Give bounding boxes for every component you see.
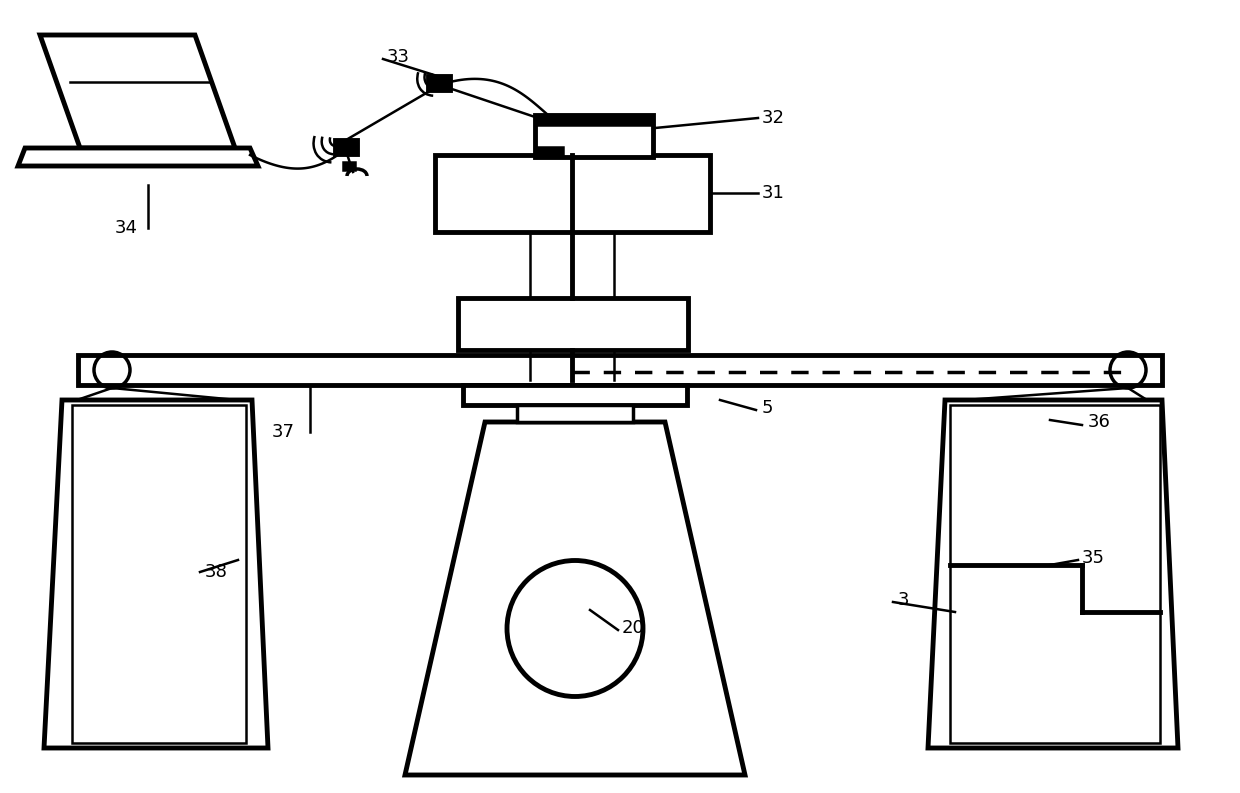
Bar xyxy=(534,115,653,125)
Bar xyxy=(950,405,1159,743)
Polygon shape xyxy=(19,148,258,166)
Bar xyxy=(428,76,450,90)
Polygon shape xyxy=(43,400,268,748)
Bar xyxy=(534,147,563,157)
Bar xyxy=(343,162,355,170)
Bar xyxy=(335,140,357,154)
Bar xyxy=(458,298,688,350)
Text: 5: 5 xyxy=(763,399,774,417)
Polygon shape xyxy=(405,422,745,775)
Text: 3: 3 xyxy=(898,591,909,609)
Text: 37: 37 xyxy=(272,423,295,441)
Text: 34: 34 xyxy=(115,219,138,237)
Text: 20: 20 xyxy=(622,619,645,637)
Bar xyxy=(463,385,687,405)
Text: 31: 31 xyxy=(763,184,785,202)
Bar xyxy=(534,115,653,157)
Text: 35: 35 xyxy=(1083,549,1105,567)
Text: 36: 36 xyxy=(1087,413,1111,431)
Polygon shape xyxy=(928,400,1178,748)
Polygon shape xyxy=(40,35,236,148)
Bar xyxy=(72,405,246,743)
Text: 38: 38 xyxy=(205,563,228,581)
Text: 32: 32 xyxy=(763,109,785,127)
Bar xyxy=(435,155,711,232)
Bar xyxy=(78,355,1162,385)
Bar xyxy=(517,405,632,422)
Text: 33: 33 xyxy=(387,48,410,66)
